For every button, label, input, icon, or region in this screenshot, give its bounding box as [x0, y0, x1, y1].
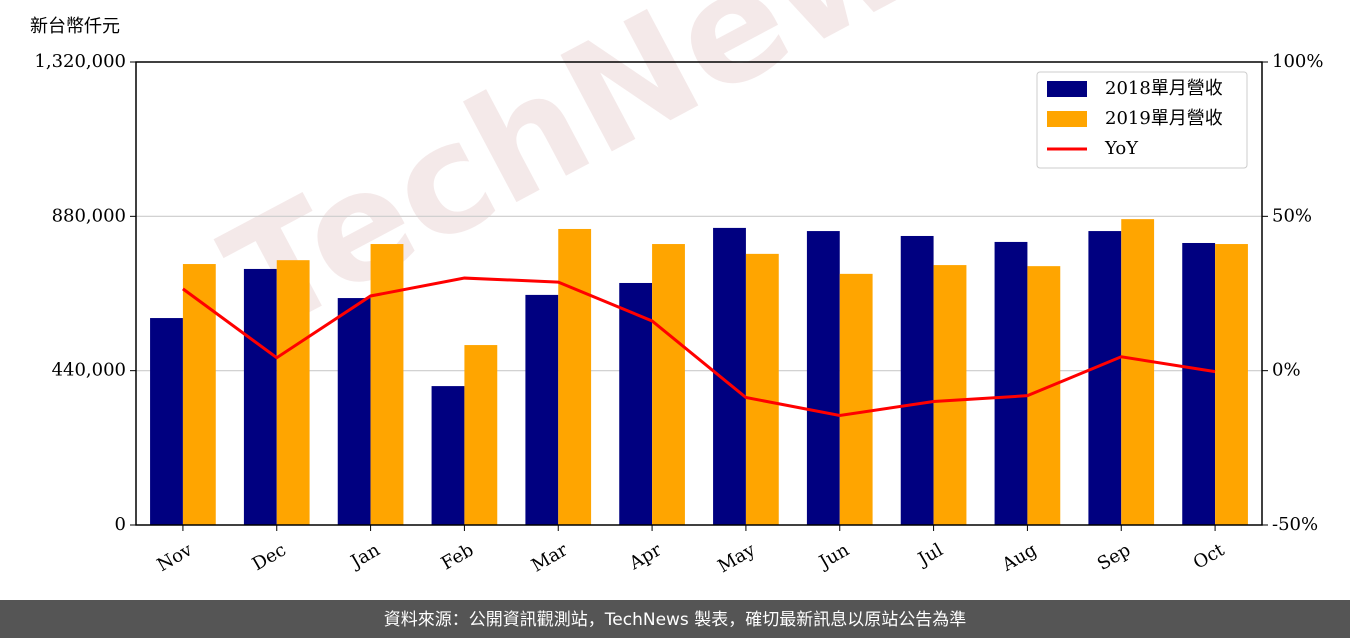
y-tick-label: 0 [115, 514, 126, 535]
x-tick-label: Jul [913, 539, 947, 571]
watermark: TechNews [199, 0, 1018, 368]
bar [1121, 219, 1155, 525]
y2-tick-label: 0% [1272, 360, 1301, 381]
bar [525, 294, 559, 525]
legend-label: 2019單月營收 [1105, 108, 1223, 129]
x-tick-label: May [714, 539, 759, 577]
y2-tick-label: 100% [1272, 51, 1323, 72]
bar [619, 282, 653, 525]
bar [900, 235, 934, 525]
legend-swatch [1047, 111, 1087, 127]
x-tick-label: Apr [625, 539, 665, 574]
bar [933, 265, 967, 525]
plot-frame [135, 61, 1263, 526]
bar [431, 386, 465, 525]
legend-label: YoY [1104, 138, 1139, 159]
y-tick-label: 440,000 [52, 360, 126, 381]
line [182, 276, 1216, 417]
bar [337, 298, 371, 525]
bar [276, 260, 310, 525]
bar [243, 268, 277, 525]
bar [1215, 244, 1248, 525]
source-note: 資料來源：公開資訊觀測站，TechNews 製表，確切最新訊息以原站公告為準 [384, 610, 966, 630]
bar [1182, 242, 1216, 525]
bar [806, 231, 840, 525]
bar [558, 228, 592, 525]
bar [464, 345, 498, 525]
y2-tick-label: -50% [1272, 514, 1318, 535]
y-axis-title: 新台幣仟元 [30, 16, 120, 37]
x-tick-label: Feb [438, 539, 478, 574]
x-tick-label: Mar [528, 539, 572, 576]
bar [370, 244, 404, 525]
bar [1027, 266, 1061, 525]
y-tick-label: 1,320,000 [34, 51, 126, 72]
bar [652, 244, 685, 525]
x-tick-label: Aug [998, 539, 1041, 576]
y-tick-label: 880,000 [52, 205, 126, 226]
x-tick-label: Dec [249, 539, 290, 575]
x-tick-label: Jan [346, 539, 384, 573]
x-tick-label: Sep [1094, 539, 1134, 574]
legend-swatch [1047, 81, 1087, 97]
bar [994, 241, 1028, 525]
bar [1088, 231, 1122, 525]
x-tick-label: Nov [154, 539, 197, 576]
footer-bar [0, 600, 1350, 638]
y2-tick-label: 50% [1272, 205, 1312, 226]
x-tick-label: Oct [1190, 539, 1229, 574]
legend-label: 2018單月營收 [1105, 78, 1223, 99]
x-tick-label: Jun [814, 539, 853, 574]
bar [150, 318, 183, 525]
bar [745, 253, 779, 526]
bar [839, 273, 873, 525]
bar [182, 264, 216, 525]
legend-box [1036, 71, 1248, 169]
